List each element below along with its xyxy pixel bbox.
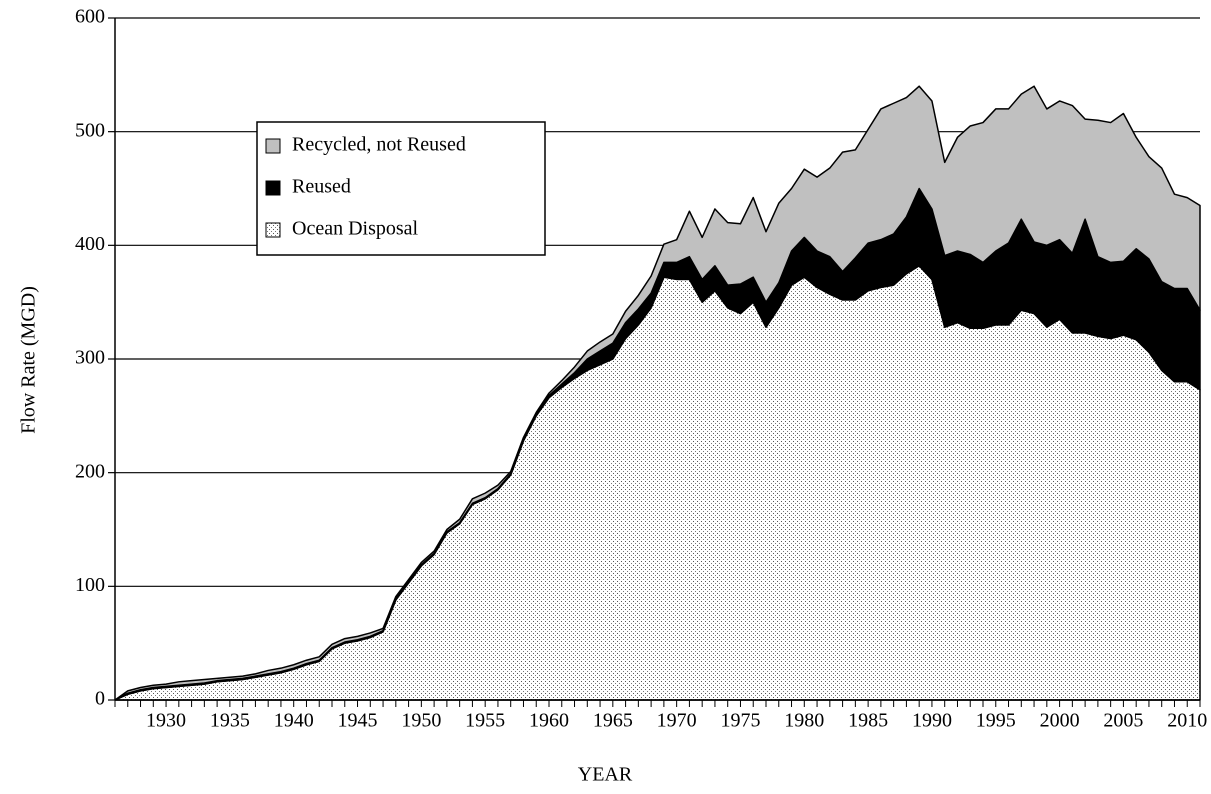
y-tick-label: 0 xyxy=(95,688,105,710)
x-tick-label: 2010 xyxy=(1167,710,1207,732)
x-tick-label: 1940 xyxy=(274,710,314,732)
legend: Recycled, not Reused Reused Ocean Disposal xyxy=(256,121,546,256)
x-tick-label: 1965 xyxy=(593,710,633,732)
area xyxy=(114,85,1201,701)
x-tick-label: 1995 xyxy=(976,710,1016,732)
x-tick-label: 1975 xyxy=(720,710,760,732)
x-tick-label: 2005 xyxy=(1103,710,1143,732)
x-tick-label: 1985 xyxy=(848,710,888,732)
x-tick-label: 1980 xyxy=(784,710,824,732)
x-tick-label: 1930 xyxy=(146,710,186,732)
legend-swatch xyxy=(265,222,281,238)
y-tick-label: 200 xyxy=(75,460,105,482)
x-tick-label: 1990 xyxy=(912,710,952,732)
legend-swatch xyxy=(265,138,281,154)
x-axis-label: YEAR xyxy=(578,764,633,786)
y-tick-label: 300 xyxy=(75,347,105,369)
y-axis-label: Flow Rate (MGD) xyxy=(18,286,40,434)
x-tick-label: 1950 xyxy=(401,710,441,732)
x-tick-label: 1945 xyxy=(338,710,378,732)
legend-label: Recycled, not Reused xyxy=(292,134,466,156)
x-tick-label: 1935 xyxy=(210,710,250,732)
legend-label: Ocean Disposal xyxy=(292,218,419,240)
y-tick-label: 100 xyxy=(75,574,105,596)
area xyxy=(114,265,1201,701)
x-tick-label: 1960 xyxy=(529,710,569,732)
legend-label: Reused xyxy=(292,176,351,198)
y-tick-label: 500 xyxy=(75,119,105,141)
x-tick-label: 1955 xyxy=(465,710,505,732)
legend-box xyxy=(256,121,546,256)
y-tick-label: 400 xyxy=(75,233,105,255)
y-tick-label: 600 xyxy=(75,6,105,28)
x-tick-label: 2000 xyxy=(1040,710,1080,732)
legend-swatch xyxy=(265,180,281,196)
x-tick-label: 1970 xyxy=(657,710,697,732)
